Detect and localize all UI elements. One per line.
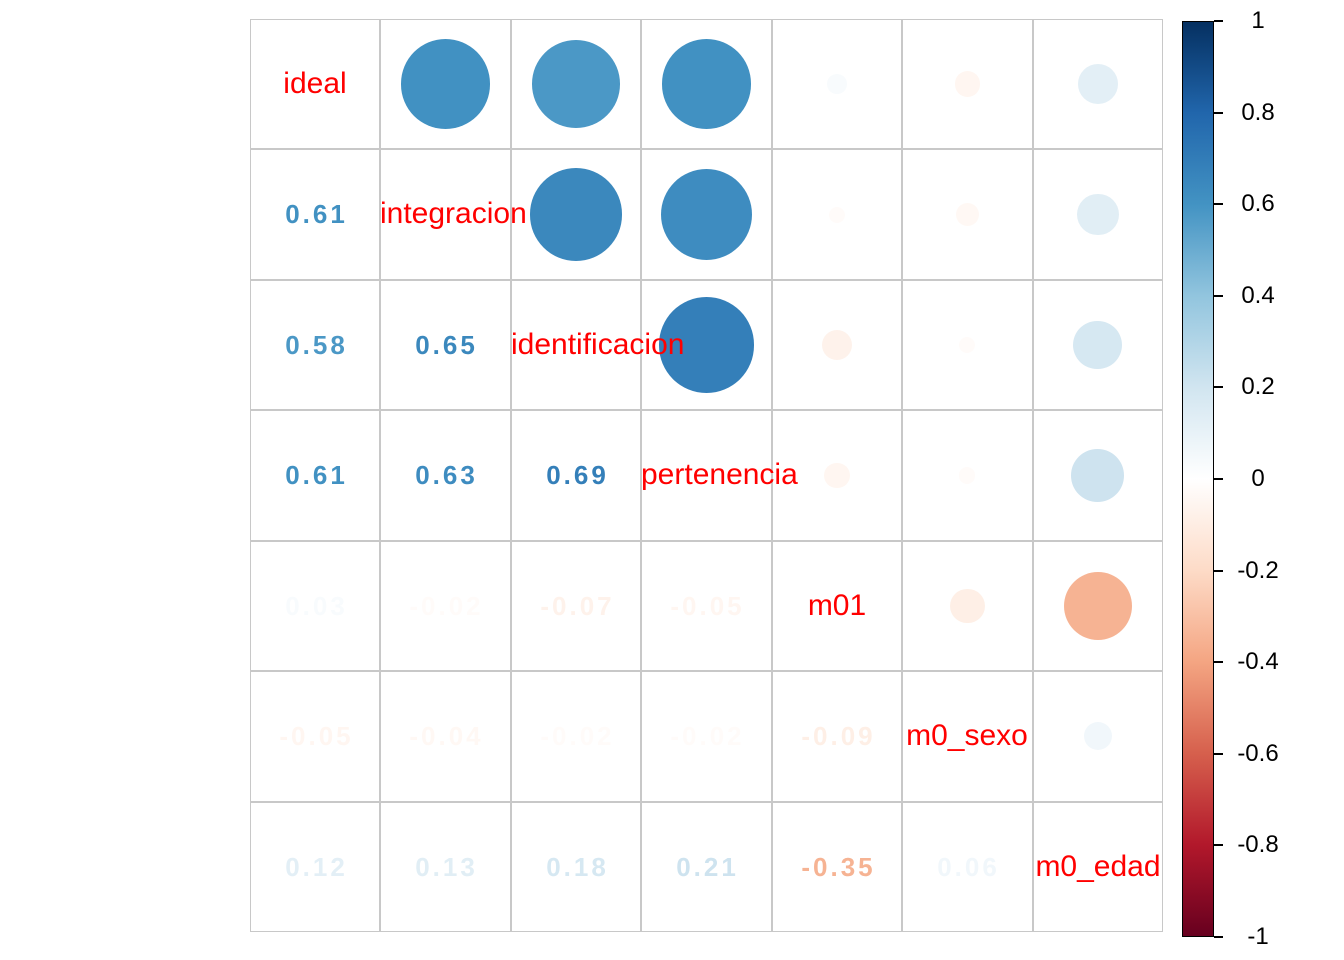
colorbar-tick <box>1214 203 1223 205</box>
correlation-value: -0.02 <box>540 720 615 751</box>
matrix-cell <box>902 671 1033 802</box>
correlation-circle <box>1063 571 1132 640</box>
matrix-cell <box>641 410 772 541</box>
correlation-value: 0.61 <box>285 459 348 490</box>
colorbar-tick-label: 0.6 <box>1241 190 1275 217</box>
matrix-cell <box>1033 802 1163 932</box>
correlation-value: -0.02 <box>409 590 484 621</box>
correlation-circle <box>1073 320 1123 370</box>
correlation-circle <box>824 462 850 489</box>
colorbar-tick <box>1214 753 1223 755</box>
correlation-circle <box>660 169 753 261</box>
correlation-value: 0.18 <box>546 851 609 882</box>
correlation-circle <box>529 168 623 261</box>
colorbar-tick-label: -1 <box>1247 923 1269 950</box>
correlation-value: -0.09 <box>801 720 876 751</box>
correlation-value: -0.35 <box>801 851 876 882</box>
correlation-value: -0.05 <box>279 720 354 751</box>
correlation-circle <box>959 467 976 484</box>
correlation-value: 0.61 <box>285 198 348 229</box>
colorbar-tick-label: -0.6 <box>1237 740 1279 767</box>
correlation-circle <box>661 39 752 130</box>
colorbar-tick-label: 0.4 <box>1241 282 1275 309</box>
correlation-circle <box>959 336 976 354</box>
colorbar-tick <box>1214 386 1223 388</box>
correlation-value: 0.63 <box>415 459 478 490</box>
correlation-value: -0.04 <box>409 720 484 751</box>
correlation-value: 0.21 <box>676 851 739 882</box>
correlation-circle <box>828 206 846 223</box>
colorbar-tick <box>1214 844 1223 846</box>
colorbar-tick <box>1214 20 1223 22</box>
correlation-circle <box>658 297 755 393</box>
colorbar-tick <box>1214 295 1223 297</box>
colorbar-tick <box>1214 112 1223 114</box>
correlation-value: 0.06 <box>937 851 1000 882</box>
correlation-circle <box>1083 722 1112 751</box>
colorbar-tick-label: 1 <box>1251 7 1265 34</box>
colorbar-tick <box>1214 661 1223 663</box>
colorbar-tick <box>1214 478 1223 480</box>
correlation-circle <box>1071 449 1125 502</box>
matrix-cell <box>380 149 511 280</box>
correlation-value: 0.13 <box>415 851 478 882</box>
correlation-circle <box>950 588 985 624</box>
correlation-value: 0.12 <box>285 851 348 882</box>
correlation-value: 0.58 <box>285 329 348 360</box>
correlation-circle <box>532 40 620 128</box>
matrix-cell <box>511 280 641 410</box>
correlation-circle <box>955 203 979 227</box>
correlation-value: -0.05 <box>670 590 745 621</box>
matrix-cell <box>250 19 380 149</box>
colorbar-tick-label: 0 <box>1251 465 1265 492</box>
colorbar-tick-label: -0.8 <box>1237 831 1279 858</box>
matrix-cell <box>772 541 902 671</box>
correlation-value: 0.03 <box>285 590 348 621</box>
colorbar-tick-label: 0.8 <box>1241 99 1275 126</box>
correlation-value: -0.02 <box>670 720 745 751</box>
correlation-circle <box>821 329 853 361</box>
correlation-value: 0.69 <box>546 459 609 490</box>
correlation-circle <box>954 71 981 98</box>
colorbar-tick-label: -0.4 <box>1237 648 1279 675</box>
colorbar-tick-label: -0.2 <box>1237 557 1279 584</box>
correlation-circle <box>1077 193 1119 236</box>
colorbar-tick <box>1214 570 1223 572</box>
correlation-circle <box>827 74 847 95</box>
colorbar-tick <box>1214 936 1223 938</box>
correlation-circle <box>1077 64 1118 105</box>
correlation-circle <box>400 39 491 130</box>
correlation-value: 0.65 <box>415 329 478 360</box>
colorbar-gradient <box>1182 21 1214 937</box>
correlation-value: -0.07 <box>540 590 615 621</box>
colorbar-tick-label: 0.2 <box>1241 373 1275 400</box>
